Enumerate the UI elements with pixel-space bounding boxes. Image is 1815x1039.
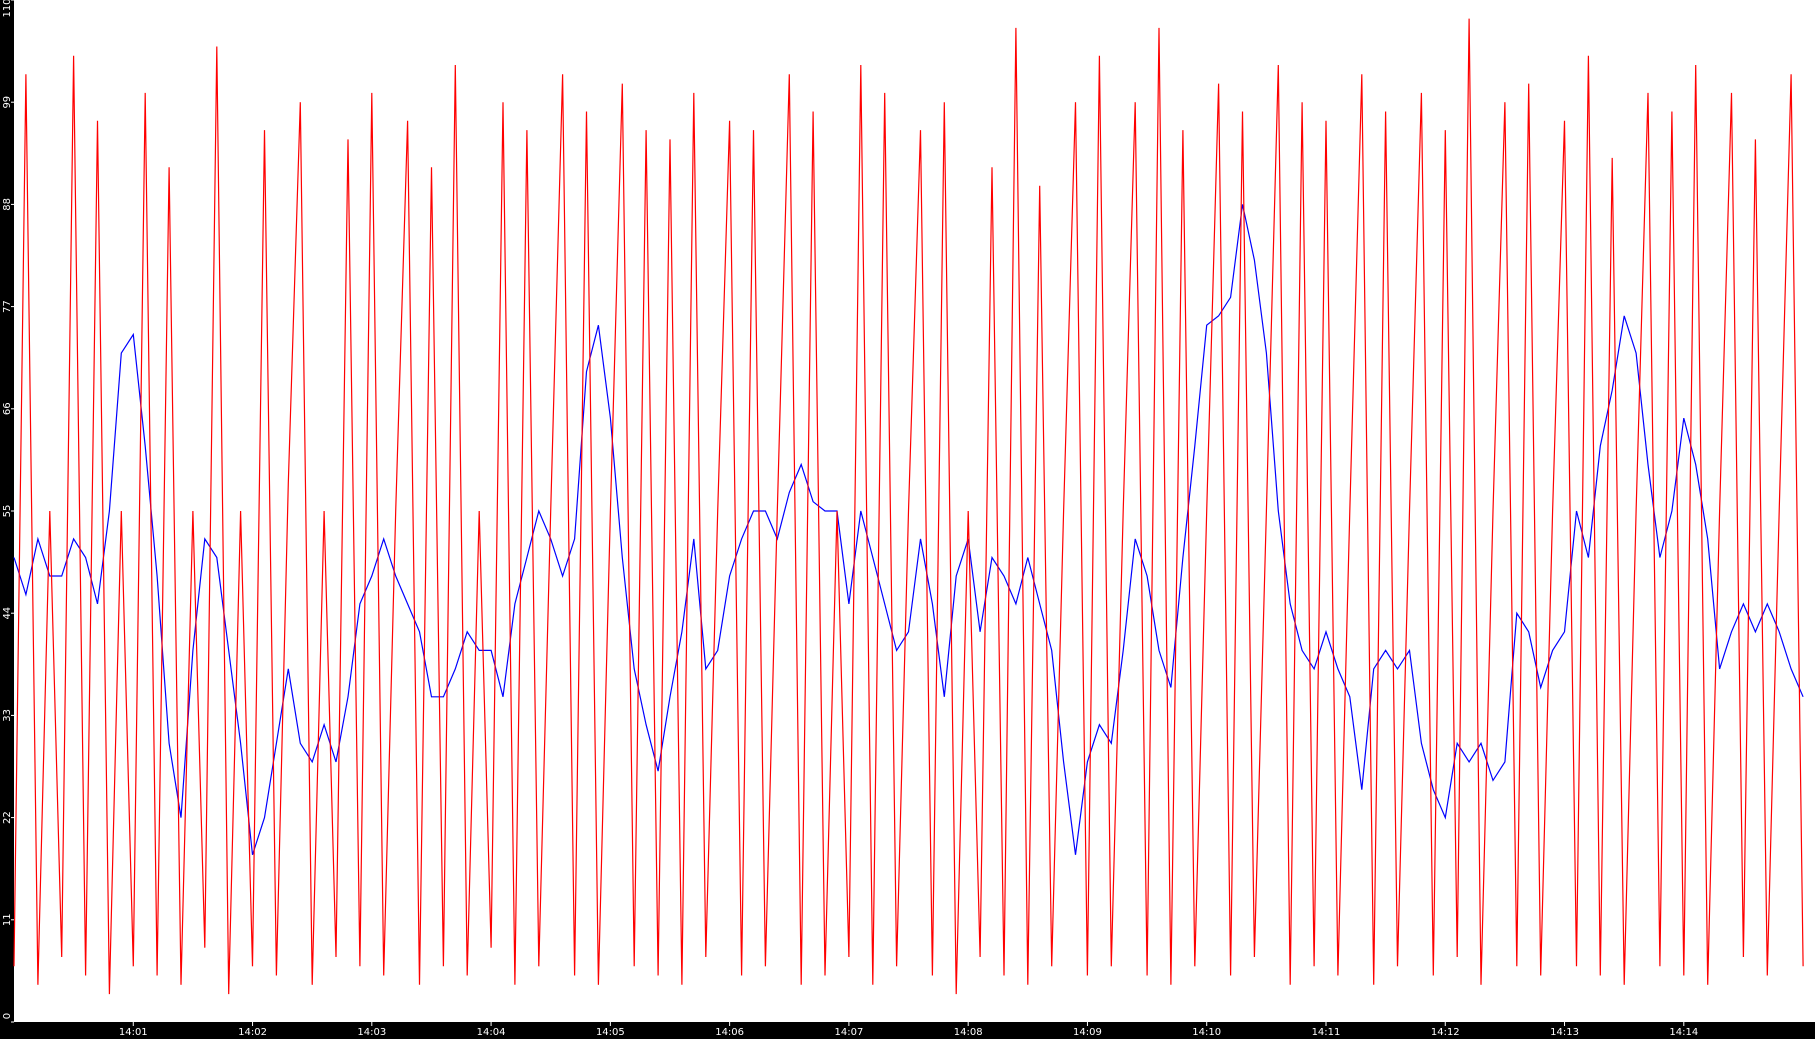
plot-area [14, 0, 1815, 1022]
x-tick-label: 14:04 [477, 1027, 506, 1038]
x-tick-label: 14:11 [1312, 1027, 1341, 1038]
x-tick-label: 14:02 [238, 1027, 267, 1038]
x-tick-label: 14:13 [1550, 1027, 1579, 1038]
y-tick-label: 22 [2, 811, 13, 824]
y-tick-label: 11 [2, 913, 13, 926]
y-tick-label: 0 [2, 1013, 13, 1019]
y-tick-label: 33 [2, 709, 13, 722]
y-tick-label: 66 [2, 402, 13, 415]
x-tick-label: 14:07 [834, 1027, 863, 1038]
x-tick-label: 14:06 [715, 1027, 744, 1038]
x-tick-label: 14:12 [1431, 1027, 1460, 1038]
y-tick-label: 88 [2, 198, 13, 211]
x-tick-label: 14:05 [596, 1027, 625, 1038]
y-tick-label: 77 [2, 300, 13, 313]
series-line [13, 204, 1804, 855]
x-tick-label: 14:10 [1192, 1027, 1221, 1038]
x-tick-label: 14:01 [119, 1027, 148, 1038]
x-tick-label: 14:08 [954, 1027, 983, 1038]
y-tick-label: 55 [2, 505, 13, 518]
x-tick-label: 14:09 [1073, 1027, 1102, 1038]
series-line [13, 18, 1804, 995]
y-tick-label: 110 [2, 0, 13, 18]
x-tick-label: 14:03 [357, 1027, 386, 1038]
y-tick-label: 44 [2, 607, 13, 620]
x-tick-label: 14:14 [1669, 1027, 1698, 1038]
y-tick-label: 99 [2, 96, 13, 109]
